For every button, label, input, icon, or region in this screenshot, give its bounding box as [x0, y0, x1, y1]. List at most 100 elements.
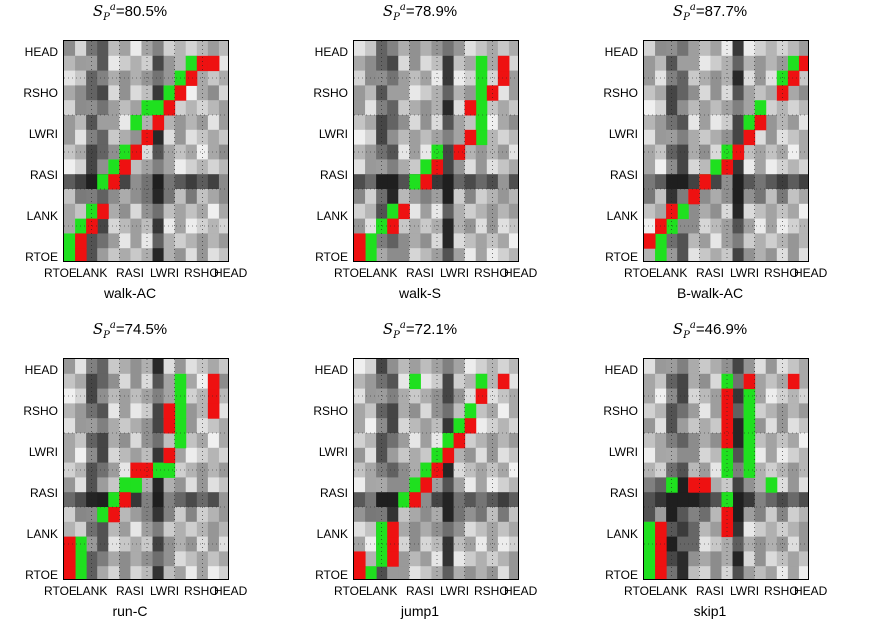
heatmap-cell [387, 115, 399, 131]
red-cell [721, 418, 734, 434]
heatmap-cell [666, 144, 678, 160]
heatmap-cell [185, 477, 198, 493]
heatmap-cell [75, 507, 87, 523]
heatmap-cell [196, 144, 209, 160]
heatmap-cell [196, 100, 209, 116]
heatmap-cell [754, 248, 767, 261]
green-cell [666, 477, 678, 493]
heatmap-cell [798, 144, 808, 160]
heatmap-cell [163, 388, 176, 404]
x-tick-label: LANK [366, 266, 398, 280]
green-cell [721, 144, 734, 160]
heatmap-cell [677, 233, 689, 249]
heatmap-cell [130, 41, 142, 57]
heatmap-cell [776, 536, 789, 552]
heatmap-cell [376, 462, 388, 478]
heatmap-cell [163, 477, 176, 493]
heatmap-cell [196, 41, 209, 57]
heatmap-cell [486, 566, 499, 579]
heatmap-cell [776, 144, 789, 160]
heatmap-cell [754, 566, 767, 579]
red-cell [196, 55, 209, 72]
heatmap-cell [475, 203, 488, 220]
heatmap-cell [754, 41, 767, 57]
heatmap-cell [453, 373, 466, 390]
heatmap-cell [787, 233, 800, 249]
heatmap-cell [86, 144, 98, 160]
heatmap-cell [163, 189, 176, 205]
heatmap-cell [497, 507, 510, 523]
heatmap-cell [776, 433, 789, 449]
heatmap-cell [130, 233, 142, 249]
heatmap-cell [776, 248, 789, 261]
heatmap-svg [64, 359, 228, 579]
title-superscript: a [109, 2, 116, 13]
red-cell [163, 100, 176, 116]
heatmap-cell [86, 248, 98, 261]
heatmap-cell [86, 521, 98, 538]
heatmap-cell [141, 418, 154, 434]
heatmap-cell [442, 492, 455, 508]
heatmap-cell [409, 521, 421, 538]
heatmap-cell [420, 551, 432, 567]
green-cell [141, 100, 154, 116]
red-cell [207, 55, 220, 72]
heatmap-cell [743, 566, 756, 579]
heatmap-cell [688, 174, 700, 190]
heatmap-cell [196, 359, 209, 375]
heatmap-cell [508, 55, 518, 72]
heatmap-cell [776, 507, 789, 523]
heatmap-cell [218, 462, 228, 478]
heatmap-cell [431, 418, 444, 434]
heatmap-cell [644, 55, 656, 72]
heatmap-cell [497, 477, 510, 493]
heatmap-cell [185, 218, 198, 234]
heatmap-cell [218, 144, 228, 160]
heatmap-cell [207, 477, 220, 493]
green-cell [108, 492, 120, 508]
heatmap-cell [688, 433, 700, 449]
heatmap-cell [765, 388, 778, 404]
heatmap-cell [141, 70, 154, 86]
heatmap-cell [207, 248, 220, 261]
heatmap-cell [130, 55, 142, 72]
heatmap-cell [655, 507, 667, 523]
heatmap-cell [655, 418, 667, 434]
heatmap-cell [464, 492, 477, 508]
heatmap-cell [141, 536, 154, 552]
heatmap-cell [130, 521, 142, 538]
heatmap-cell [354, 359, 366, 375]
heatmap-cell [699, 447, 711, 464]
heatmap-cell [798, 189, 808, 205]
heatmap-cell [86, 159, 98, 175]
heatmap-cell [196, 521, 209, 538]
heatmap-cell [185, 373, 198, 390]
x-tick-label: HEAD [504, 266, 538, 280]
red-cell [699, 477, 711, 493]
green-cell [464, 403, 477, 419]
heatmap-cell [119, 403, 131, 419]
heatmap-cell [398, 536, 410, 552]
heatmap-cell [453, 388, 466, 404]
heatmap-cell [218, 248, 228, 261]
heatmap-cell [130, 203, 142, 220]
heatmap-cell [721, 189, 734, 205]
heatmap-cell [787, 477, 800, 493]
heatmap-cell [798, 566, 808, 579]
heatmap-cell [688, 551, 700, 567]
heatmap-cell [207, 536, 220, 552]
heatmap-cell [754, 159, 767, 175]
heatmap-cell [185, 536, 198, 552]
y-tick-label: RTOE [315, 568, 348, 582]
heatmap-cell [152, 174, 165, 190]
red-cell [354, 248, 366, 261]
heatmap-cell [486, 433, 499, 449]
heatmap-cell [108, 447, 120, 464]
heatmap-cell [420, 418, 432, 434]
green-cell [376, 521, 388, 538]
heatmap-cell [354, 203, 366, 220]
heatmap-cell [699, 144, 711, 160]
heatmap-cell [699, 218, 711, 234]
heatmap-cell [387, 492, 399, 508]
heatmap-cell [677, 403, 689, 419]
